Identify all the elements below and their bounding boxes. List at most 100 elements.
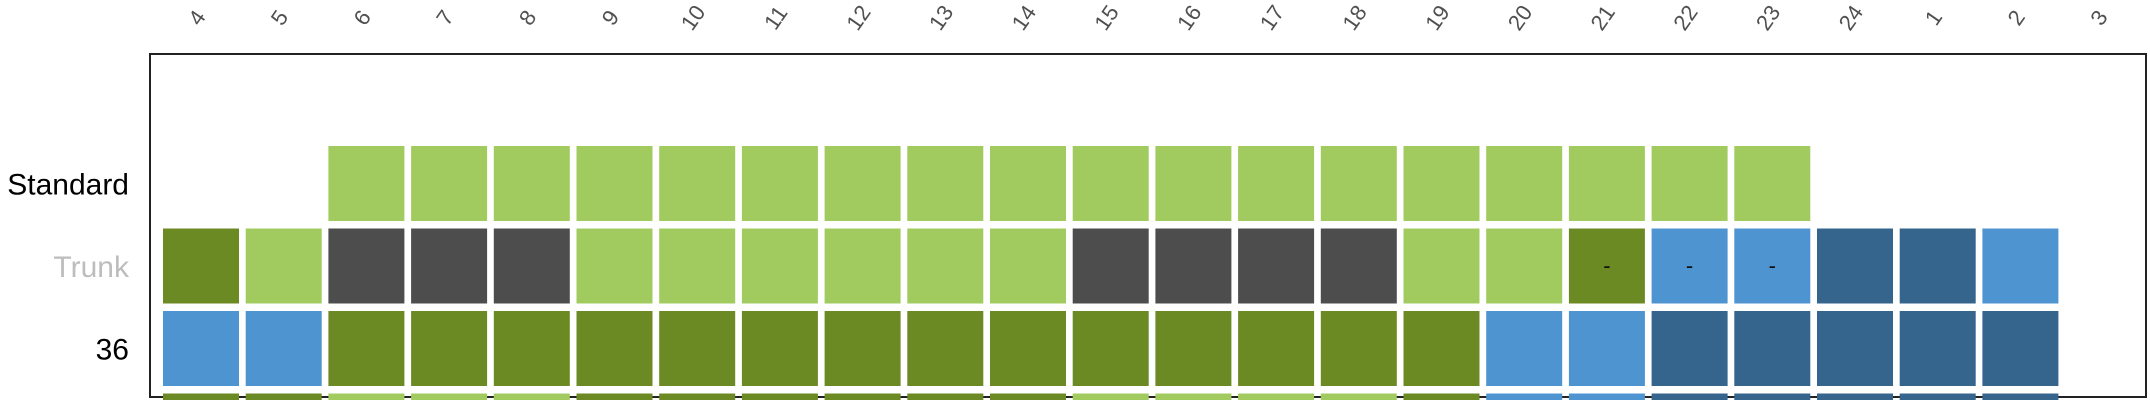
heatmap-cell	[990, 146, 1066, 221]
cell-mark: -	[1769, 253, 1776, 278]
heatmap-cell	[907, 228, 984, 304]
heatmap-cell	[1982, 311, 2059, 386]
heatmap-cell	[659, 146, 736, 221]
heatmap-cell	[493, 393, 570, 400]
heatmap-cell	[328, 311, 405, 386]
heatmap-cell	[1734, 146, 1811, 221]
cell-marks: ---	[1603, 253, 1776, 278]
row-axis: StandardTrunk3632	[7, 169, 130, 367]
heatmap-cell	[1651, 311, 1728, 386]
heatmap-cell	[659, 393, 736, 400]
heatmap-cell	[163, 228, 239, 304]
heatmap-cell	[907, 311, 984, 386]
row-label: 36	[96, 334, 129, 367]
heatmap-cell	[1320, 228, 1397, 304]
heatmap-cell	[1403, 228, 1480, 304]
heatmap-cell	[576, 228, 653, 304]
heatmap-cell	[1899, 393, 1976, 400]
hour-label: 22	[1668, 1, 1703, 35]
heatmap-cell	[1320, 146, 1397, 221]
heatmap-cell	[824, 228, 901, 304]
heatmap-cell	[411, 146, 488, 221]
hour-label: 9	[597, 6, 625, 30]
hour-label: 15	[1089, 1, 1124, 35]
heatmap-cell	[990, 228, 1066, 304]
heatmap-cell	[1651, 393, 1728, 400]
hour-label: 12	[841, 1, 876, 35]
heatmap-cell	[1817, 393, 1893, 400]
hour-label: 10	[676, 1, 711, 35]
hour-label: 23	[1751, 1, 1786, 35]
hour-label: 11	[759, 1, 793, 34]
heatmap-cell	[1072, 146, 1149, 221]
hour-label: 16	[1172, 1, 1207, 35]
heatmap-cell	[163, 311, 239, 386]
heatmap-cell	[1238, 311, 1315, 386]
heatmap-cell	[576, 146, 653, 221]
heatmap-cell	[1982, 393, 2059, 400]
heatmap-cell	[411, 311, 488, 386]
heatmap-cell	[907, 393, 984, 400]
heatmap-cell	[1155, 311, 1232, 386]
heatmap-cell	[576, 393, 653, 400]
heatmap-cell	[1734, 311, 1811, 386]
heatmap-cell	[1486, 311, 1563, 386]
heatmap-cell	[1155, 228, 1232, 304]
hour-label: 24	[1834, 1, 1869, 35]
heatmap-cell	[1982, 228, 2059, 304]
hour-label: 5	[266, 6, 294, 30]
heatmap-cell	[824, 393, 901, 400]
heatmap-cell	[328, 228, 405, 304]
heatmap-cell	[1403, 393, 1480, 400]
heatmap-cell	[1320, 393, 1397, 400]
hour-label: 6	[349, 6, 377, 30]
heatmap-cell	[1155, 393, 1232, 400]
heatmap-cell	[245, 393, 322, 400]
heatmap-cell	[1734, 228, 1811, 304]
hour-label: 17	[1255, 1, 1290, 35]
heatmap-cell	[328, 146, 405, 221]
hour-label: 3	[2085, 6, 2113, 30]
heatmap-cell	[1568, 228, 1645, 304]
heatmap-cell	[659, 228, 736, 304]
heatmap-cell	[493, 228, 570, 304]
heatmap-cell	[1238, 228, 1315, 304]
cell-mark: -	[1686, 253, 1693, 278]
heatmap-cell	[411, 393, 488, 400]
heatmap-cell	[1072, 228, 1149, 304]
heatmap-cell	[741, 228, 818, 304]
heatmap-cell	[1817, 311, 1893, 386]
hour-label: 18	[1337, 1, 1372, 35]
heatmap-cell	[1817, 228, 1893, 304]
hour-label: 2	[2003, 6, 2031, 30]
heatmap-cell	[576, 311, 653, 386]
heatmap-cell	[1486, 228, 1563, 304]
heatmap-cell	[1568, 311, 1645, 386]
heatmap-cell	[1651, 228, 1728, 304]
heatmap-cell	[824, 146, 901, 221]
heatmap-cell	[411, 228, 488, 304]
heatmap-cell	[907, 146, 984, 221]
heatmap-cell	[1734, 393, 1811, 400]
heatmap-cell	[741, 393, 818, 400]
heatmap-cell	[245, 311, 322, 386]
heatmap-cell	[1403, 311, 1480, 386]
heatmap-cell	[1238, 146, 1315, 221]
row-label: Standard	[7, 169, 129, 202]
heatmap-cell	[659, 311, 736, 386]
hour-label: 13	[924, 1, 959, 35]
heatmap-cell	[245, 228, 322, 304]
hour-label: 14	[1007, 1, 1042, 35]
heatmap-cell	[163, 393, 239, 400]
heatmap-cell	[741, 311, 818, 386]
heatmap-cell	[741, 146, 818, 221]
heatmap-cell	[1238, 393, 1315, 400]
heatmap-cell	[1486, 146, 1563, 221]
heatmap-cell	[1072, 393, 1149, 400]
heatmap-cell	[1072, 311, 1149, 386]
heatmap-cell	[990, 393, 1066, 400]
hour-label: 20	[1503, 1, 1538, 35]
heatmap-cell	[824, 311, 901, 386]
hour-label: 21	[1585, 1, 1620, 35]
heatmap-cell	[1651, 146, 1728, 221]
